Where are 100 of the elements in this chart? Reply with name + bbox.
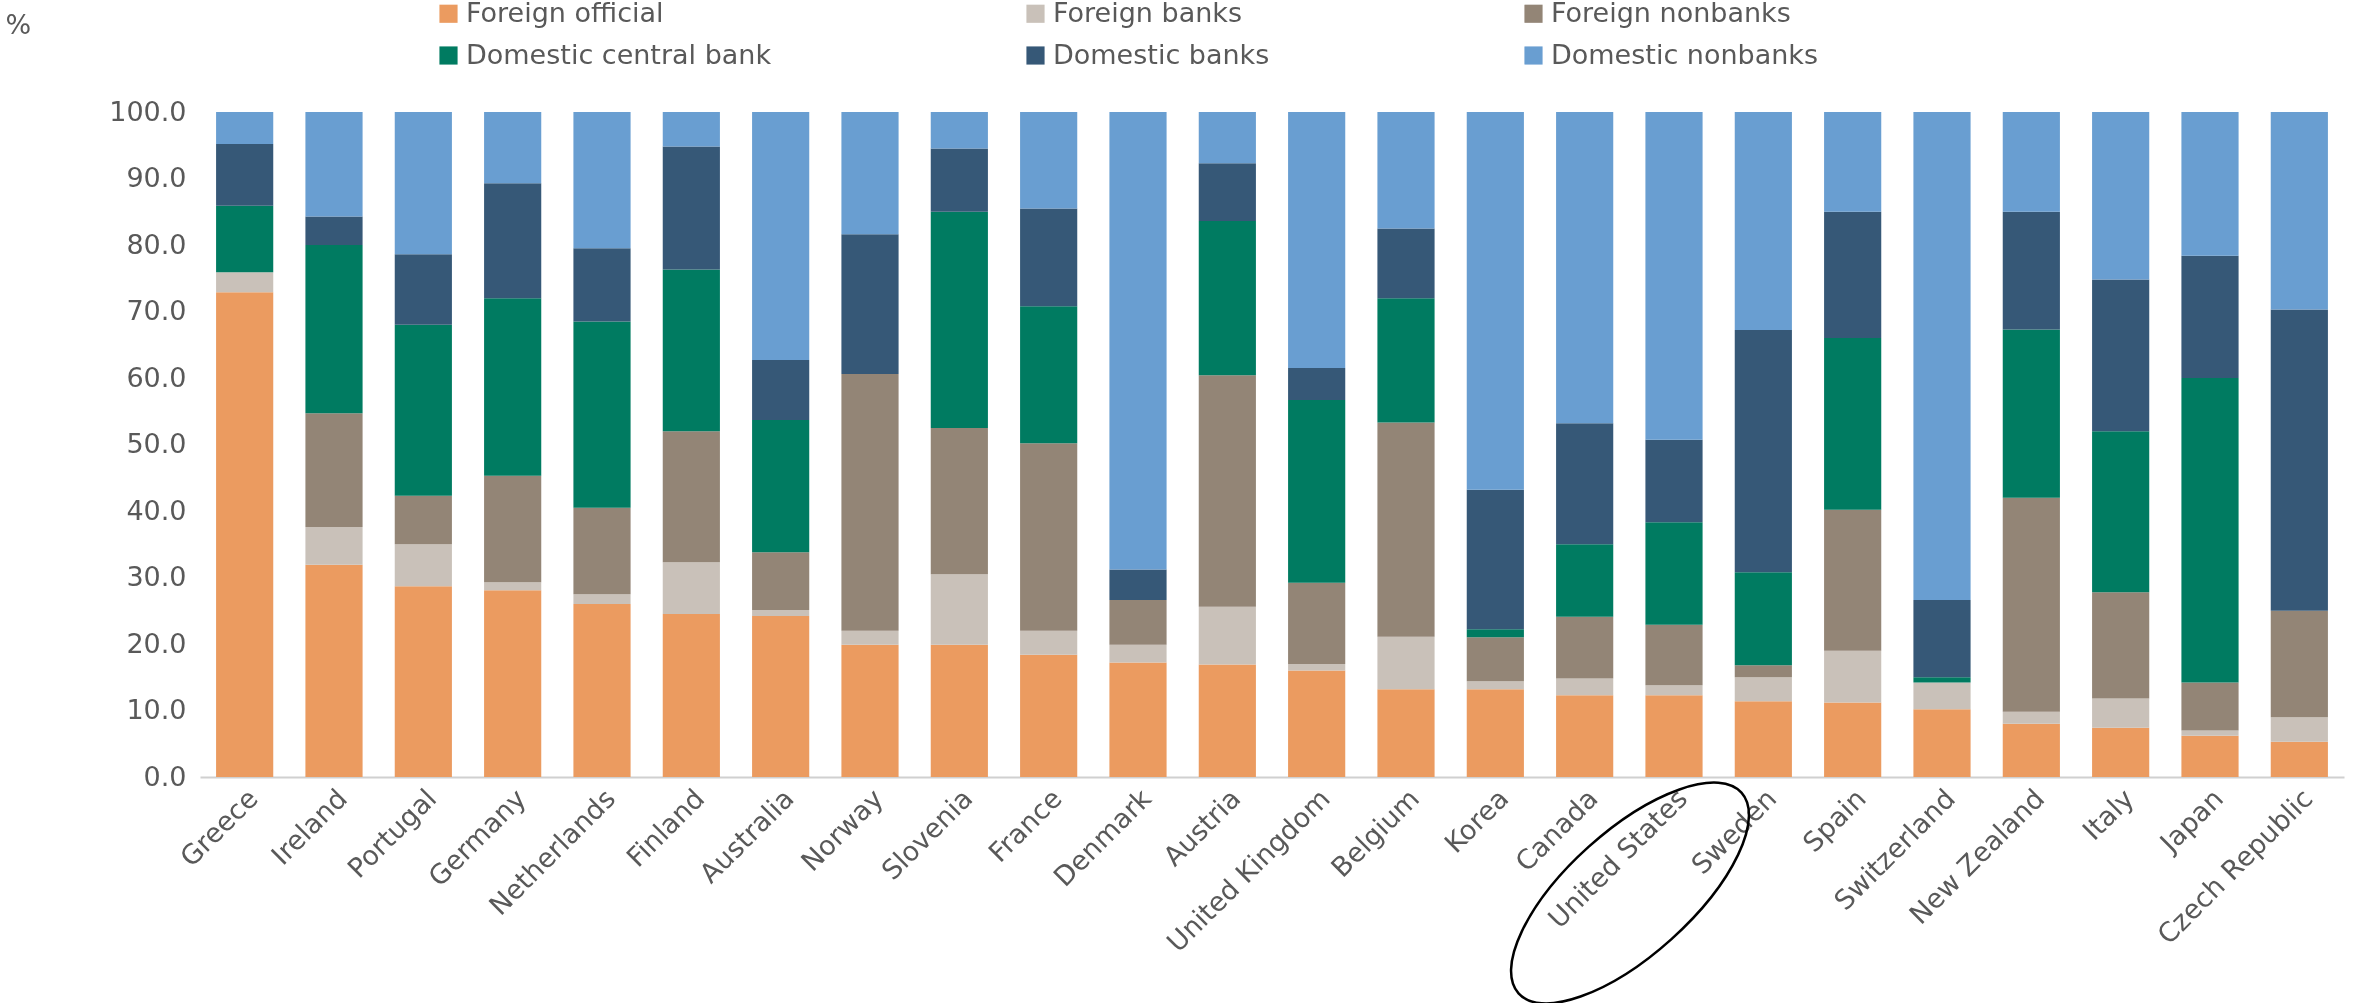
- bar: [841, 630, 899, 645]
- bar: [1377, 112, 1435, 229]
- bar: [305, 112, 363, 217]
- bar: [573, 604, 631, 777]
- bar: [1466, 112, 1524, 490]
- bar: [1556, 678, 1614, 696]
- bar: [1645, 624, 1703, 686]
- bar: [1913, 677, 1971, 683]
- bar: [1824, 509, 1882, 651]
- bar: [930, 112, 988, 149]
- bar: [1913, 682, 1971, 710]
- bar: [1288, 582, 1346, 664]
- bar: [2181, 255, 2239, 378]
- bar: [2002, 112, 2060, 212]
- bar: [1913, 600, 1971, 678]
- bar: [1734, 330, 1792, 573]
- y-tick-label: 70.0: [126, 295, 187, 326]
- bar: [1020, 443, 1078, 631]
- bar: [1109, 662, 1167, 777]
- bar: [662, 269, 720, 432]
- legend-label: Domestic nonbanks: [1551, 38, 1819, 70]
- y-tick-label: 100.0: [109, 95, 187, 127]
- bar: [1466, 629, 1524, 638]
- bar: [2181, 730, 2239, 736]
- bar: [216, 143, 274, 206]
- bar: [394, 324, 452, 496]
- bar: [2092, 431, 2150, 593]
- bar: [662, 562, 720, 615]
- bar: [305, 526, 363, 565]
- bar: [1109, 112, 1167, 570]
- y-tick-label: 30.0: [126, 561, 187, 592]
- bar: [1288, 112, 1346, 369]
- bar: [1198, 664, 1256, 777]
- bar: [1556, 616, 1614, 679]
- bar: [1824, 338, 1882, 510]
- bar: [1198, 606, 1256, 665]
- bar: [394, 544, 452, 587]
- bar: [2270, 309, 2328, 611]
- bar: [1198, 375, 1256, 607]
- bar: [752, 552, 810, 611]
- bar: [2002, 723, 2060, 777]
- legend-label: Domestic banks: [1053, 38, 1270, 70]
- bar: [484, 183, 542, 299]
- bar: [2002, 329, 2060, 498]
- bar: [1645, 112, 1703, 440]
- bar: [930, 574, 988, 645]
- y-tick-label: 90.0: [126, 162, 187, 193]
- bar: [841, 234, 899, 375]
- bar: [930, 148, 988, 212]
- bar: [1377, 422, 1435, 637]
- bar: [2181, 112, 2239, 256]
- bar: [1377, 689, 1435, 777]
- bar: [1288, 368, 1346, 400]
- bar: [305, 245, 363, 414]
- bar: [1288, 399, 1346, 583]
- bar: [1734, 112, 1792, 331]
- bar: [573, 507, 631, 595]
- bar: [662, 146, 720, 270]
- bar: [573, 112, 631, 249]
- bar: [752, 360, 810, 420]
- bar: [1824, 112, 1882, 212]
- bar: [752, 112, 810, 361]
- bar: [2270, 112, 2328, 310]
- legend-label: Foreign banks: [1053, 0, 1243, 28]
- bar: [1556, 695, 1614, 777]
- bar: [1198, 221, 1256, 376]
- y-tick-label: 40.0: [126, 494, 187, 526]
- bar: [752, 610, 810, 617]
- bar: [1377, 636, 1435, 690]
- bar: [2092, 279, 2150, 432]
- bar: [573, 248, 631, 322]
- bar: [1109, 569, 1167, 601]
- y-tick-label: 20.0: [126, 627, 187, 659]
- bar: [2270, 741, 2328, 777]
- bar: [1824, 702, 1882, 777]
- bar: [1645, 522, 1703, 625]
- bar: [1734, 677, 1792, 702]
- bar: [394, 586, 452, 777]
- bar: [2002, 497, 2060, 712]
- bar: [484, 475, 542, 583]
- bar: [1466, 681, 1524, 690]
- bar: [1913, 709, 1971, 777]
- bar: [216, 112, 274, 144]
- bar: [1734, 665, 1792, 678]
- bar: [1288, 670, 1346, 777]
- bar: [1556, 544, 1614, 617]
- bar: [484, 298, 542, 476]
- bar: [1020, 654, 1078, 777]
- bar: [1377, 298, 1435, 423]
- bar: [752, 616, 810, 777]
- bar: [841, 374, 899, 631]
- bar: [1913, 112, 1971, 601]
- y-axis-title: %: [5, 8, 32, 40]
- bar: [484, 582, 542, 591]
- bar: [484, 590, 542, 777]
- y-tick-label: 80.0: [126, 228, 187, 260]
- bar: [2270, 717, 2328, 742]
- bar: [305, 413, 363, 527]
- bar: [662, 112, 720, 147]
- bar: [662, 614, 720, 777]
